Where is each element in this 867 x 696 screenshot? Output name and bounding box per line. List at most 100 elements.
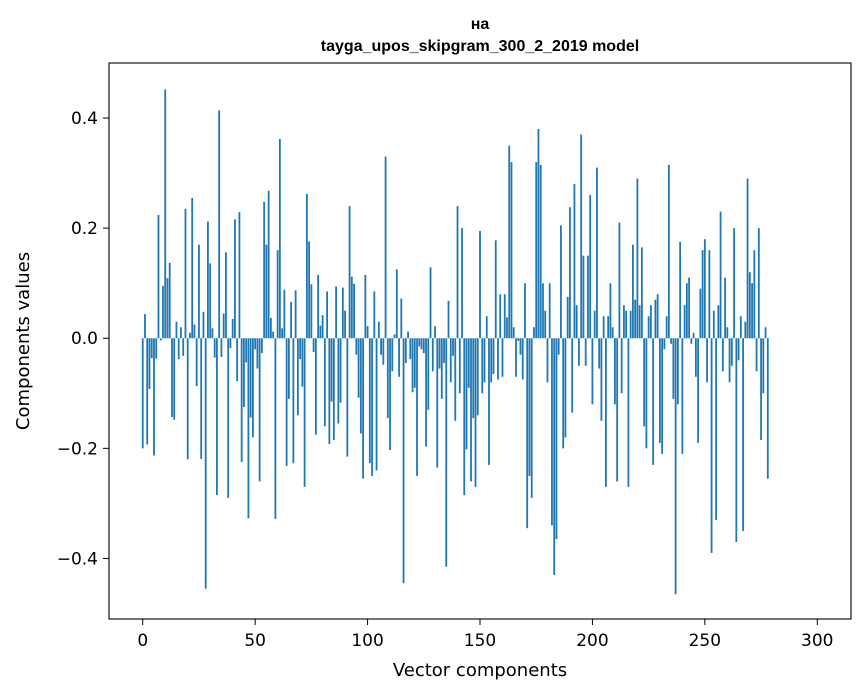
bar (623, 305, 625, 339)
bar (721, 338, 724, 372)
y-tick-label: 0.4 (71, 109, 98, 129)
bar (175, 321, 178, 339)
bar (328, 338, 331, 444)
bar (679, 241, 682, 339)
bar (398, 338, 400, 377)
bar (524, 283, 526, 339)
bar (715, 338, 717, 520)
bar (485, 316, 488, 339)
bar (530, 338, 533, 498)
bar (470, 338, 472, 482)
bar (272, 331, 275, 339)
bar (240, 338, 243, 463)
bar (155, 338, 158, 359)
bar (564, 338, 567, 438)
bar (569, 207, 571, 339)
bar (303, 338, 306, 487)
bar (634, 299, 637, 339)
bar (726, 327, 729, 339)
bar (539, 164, 542, 339)
bar (281, 328, 284, 339)
bar (341, 287, 344, 339)
x-tick-label: 150 (464, 631, 496, 651)
bar (207, 221, 209, 339)
bar (436, 338, 439, 468)
bar (584, 338, 587, 366)
bar (688, 277, 691, 339)
bar (319, 325, 322, 339)
bar (330, 338, 333, 402)
bar (384, 156, 387, 339)
bar (317, 274, 320, 339)
x-axis-label: Vector components (393, 660, 567, 681)
bar (553, 338, 556, 575)
x-tick-label: 300 (801, 631, 833, 651)
bar (521, 338, 524, 380)
bar (213, 338, 216, 358)
bar (724, 277, 726, 339)
bar (162, 285, 164, 339)
bar (746, 178, 749, 339)
bar (234, 219, 236, 339)
bar (393, 334, 396, 339)
bar (211, 328, 214, 339)
bar (497, 338, 499, 380)
bar (766, 338, 769, 479)
bar (503, 294, 506, 339)
bar (339, 338, 342, 403)
bar (413, 338, 416, 388)
bar (618, 222, 621, 339)
bar (717, 305, 720, 339)
x-tick-label: 0 (137, 631, 148, 651)
bar (537, 129, 540, 339)
bar (461, 228, 463, 339)
bar (751, 283, 753, 339)
bar (269, 317, 272, 339)
bar (515, 338, 517, 377)
bar (440, 338, 443, 399)
bar (305, 194, 308, 339)
bar (386, 338, 389, 419)
bar (755, 338, 758, 372)
bar (742, 338, 744, 531)
bar (171, 338, 173, 417)
bar (164, 89, 167, 339)
bar (620, 338, 623, 394)
bar (573, 184, 576, 339)
bar (636, 178, 639, 339)
bar (301, 338, 304, 387)
bar (186, 338, 189, 460)
bar (227, 338, 230, 498)
bar (528, 338, 531, 476)
bar (706, 338, 708, 383)
bar (144, 314, 146, 339)
bar (157, 214, 160, 339)
bar (598, 338, 601, 369)
bar (694, 338, 697, 377)
bar (391, 338, 394, 372)
bar (411, 338, 414, 393)
bar (692, 332, 695, 339)
bar (409, 338, 412, 360)
bar (276, 250, 279, 339)
bar (258, 338, 261, 482)
bar (323, 338, 326, 427)
bar (672, 338, 675, 399)
bar (712, 310, 715, 339)
bar (607, 316, 610, 339)
bar (220, 338, 223, 357)
bar (225, 252, 227, 339)
bar (198, 244, 200, 339)
bar (605, 338, 607, 487)
bar (404, 338, 407, 364)
bar (294, 290, 297, 339)
chart-title: на tayga_upos_skipgram_300_2_2019 model (321, 16, 639, 55)
bar (184, 208, 187, 339)
bar (654, 299, 657, 339)
chart-title-line-1: на (471, 16, 490, 33)
bar (647, 316, 650, 339)
bar (510, 162, 513, 339)
bar (611, 327, 614, 339)
bar (299, 338, 302, 360)
